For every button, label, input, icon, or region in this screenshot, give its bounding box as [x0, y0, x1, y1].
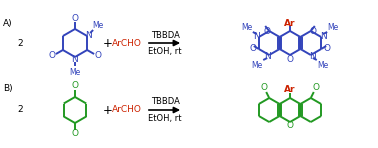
Text: Me: Me	[70, 67, 81, 77]
Text: Me: Me	[252, 61, 263, 70]
Text: O: O	[324, 44, 331, 53]
Text: EtOH, rt: EtOH, rt	[148, 46, 182, 56]
Text: O: O	[71, 82, 79, 90]
Text: +: +	[103, 37, 113, 49]
Text: O: O	[287, 54, 293, 63]
Text: N: N	[264, 52, 271, 61]
Text: 2: 2	[17, 38, 23, 48]
Text: O: O	[71, 130, 79, 139]
Text: Ar: Ar	[284, 86, 296, 95]
Text: +: +	[103, 103, 113, 116]
Text: Me: Me	[241, 22, 253, 32]
Text: O: O	[94, 50, 102, 59]
Text: B): B)	[3, 83, 12, 92]
Text: O: O	[312, 83, 319, 92]
Text: O: O	[287, 122, 293, 131]
Text: N: N	[71, 54, 78, 63]
Text: TBBDA: TBBDA	[150, 98, 180, 107]
Text: Me: Me	[317, 61, 328, 70]
Text: O: O	[48, 50, 55, 59]
Text: O: O	[249, 44, 256, 53]
Text: N: N	[320, 32, 327, 41]
Text: ArCHO: ArCHO	[112, 38, 142, 48]
Text: N: N	[310, 52, 316, 61]
Text: O: O	[309, 26, 316, 36]
Text: ArCHO: ArCHO	[112, 106, 142, 115]
Text: TBBDA: TBBDA	[150, 30, 180, 40]
Text: EtOH, rt: EtOH, rt	[148, 114, 182, 123]
Text: 2: 2	[17, 106, 23, 115]
Text: N: N	[253, 32, 260, 41]
Text: O: O	[264, 26, 271, 36]
Text: O: O	[71, 13, 79, 22]
Text: A): A)	[3, 18, 12, 28]
Text: O: O	[261, 83, 268, 92]
Text: Ar: Ar	[284, 18, 296, 28]
Text: N: N	[85, 30, 91, 40]
Text: Me: Me	[328, 22, 339, 32]
Text: Me: Me	[93, 21, 104, 29]
